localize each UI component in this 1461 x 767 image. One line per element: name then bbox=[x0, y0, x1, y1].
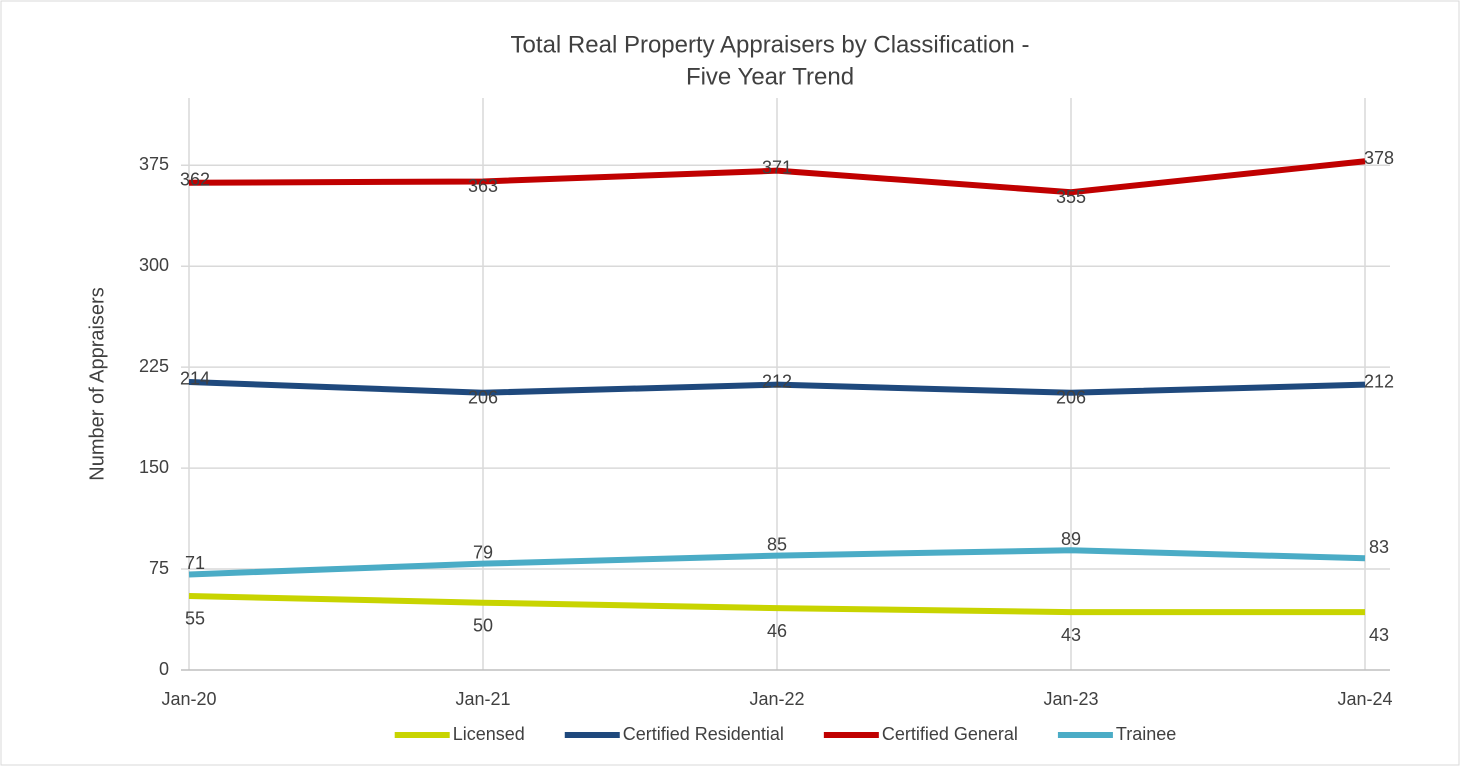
data-label: 378 bbox=[1364, 148, 1394, 168]
y-tick-label: 150 bbox=[139, 457, 169, 477]
data-label: 214 bbox=[180, 369, 210, 389]
data-label: 79 bbox=[473, 542, 493, 562]
y-tick-label: 75 bbox=[149, 558, 169, 578]
data-label: 355 bbox=[1056, 187, 1086, 207]
data-label: 55 bbox=[185, 609, 205, 629]
legend-label: Certified General bbox=[882, 724, 1018, 744]
series-line bbox=[188, 592, 1365, 616]
y-tick-label: 300 bbox=[139, 255, 169, 275]
y-tick-label: 225 bbox=[139, 356, 169, 376]
data-label: 43 bbox=[1061, 625, 1081, 645]
chart-title: Five Year Trend bbox=[686, 63, 854, 90]
data-label: 71 bbox=[185, 553, 205, 573]
x-tick-label: Jan-22 bbox=[749, 689, 804, 709]
series-line bbox=[188, 378, 1366, 396]
data-label: 363 bbox=[468, 176, 498, 196]
data-label: 85 bbox=[767, 534, 787, 554]
data-label: 212 bbox=[1364, 371, 1394, 391]
data-label: 46 bbox=[767, 621, 787, 641]
legend-label: Trainee bbox=[1116, 724, 1176, 744]
y-axis-label: Number of Appraisers bbox=[86, 287, 108, 480]
data-label: 50 bbox=[473, 615, 493, 635]
x-tick-label: Jan-23 bbox=[1043, 689, 1098, 709]
data-label: 206 bbox=[1056, 387, 1086, 407]
data-label: 206 bbox=[468, 387, 498, 407]
data-label: 212 bbox=[762, 371, 792, 391]
series-line bbox=[188, 547, 1366, 578]
y-tick-label: 375 bbox=[139, 154, 169, 174]
data-label: 43 bbox=[1369, 625, 1389, 645]
chart-title: Total Real Property Appraisers by Classi… bbox=[511, 31, 1030, 58]
x-tick-label: Jan-24 bbox=[1337, 689, 1392, 709]
data-label: 362 bbox=[180, 170, 210, 190]
data-label: 89 bbox=[1061, 529, 1081, 549]
legend-label: Licensed bbox=[453, 724, 525, 744]
legend-label: Certified Residential bbox=[623, 724, 784, 744]
x-tick-label: Jan-21 bbox=[455, 689, 510, 709]
data-label: 83 bbox=[1369, 537, 1389, 557]
series-line bbox=[188, 158, 1366, 196]
x-tick-label: Jan-20 bbox=[161, 689, 216, 709]
y-tick-label: 0 bbox=[159, 659, 169, 679]
data-label: 371 bbox=[762, 157, 792, 177]
